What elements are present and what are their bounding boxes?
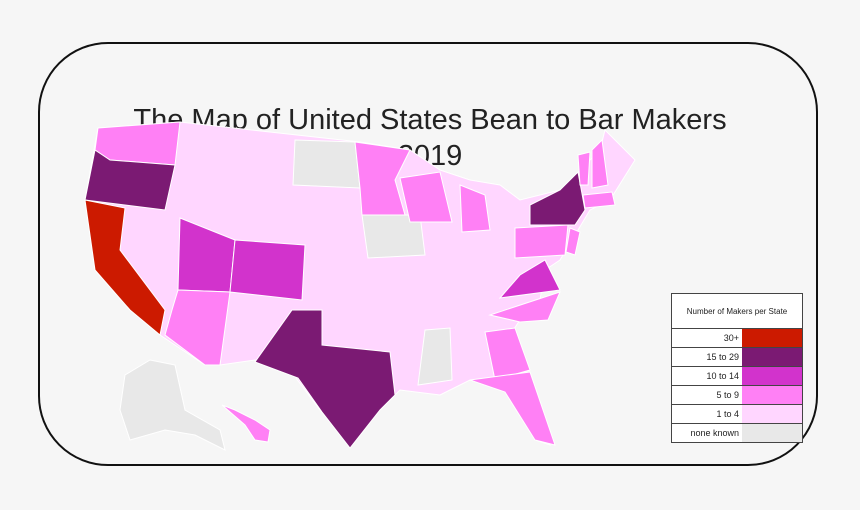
legend-swatch <box>742 348 802 366</box>
legend-label: 5 to 9 <box>716 390 739 400</box>
state-mn <box>354 141 411 216</box>
legend-item: none known <box>672 424 802 442</box>
legend-swatch <box>742 386 802 404</box>
legend-label: 1 to 4 <box>716 409 739 419</box>
state-ga <box>484 327 531 381</box>
state-nj <box>565 227 581 256</box>
state-tx <box>254 309 396 449</box>
legend-swatch <box>742 405 802 423</box>
state-ms <box>417 327 453 386</box>
state-or <box>84 149 176 211</box>
legend-item: 10 to 14 <box>672 367 802 386</box>
state-vt <box>577 151 591 186</box>
state-nd <box>292 139 361 189</box>
state-ma <box>582 191 616 209</box>
legend-swatch <box>742 329 802 347</box>
legend-label: 15 to 29 <box>706 352 739 362</box>
legend-item: 1 to 4 <box>672 405 802 424</box>
state-az <box>164 289 231 366</box>
legend-label: 10 to 14 <box>706 371 739 381</box>
legend-label: 30+ <box>723 333 739 343</box>
state-co <box>229 239 306 301</box>
legend-label: none known <box>690 428 739 438</box>
legend-title: Number of Makers per State <box>672 294 802 329</box>
state-pa <box>514 224 569 259</box>
state-ca <box>84 199 166 336</box>
legend-item: 30+ <box>672 329 802 348</box>
legend: Number of Makers per State 30+ 15 to 29 10… <box>671 293 803 443</box>
state-hi <box>221 404 271 443</box>
state-fl <box>469 371 556 446</box>
legend-item: 15 to 29 <box>672 348 802 367</box>
legend-item: 5 to 9 <box>672 386 802 405</box>
legend-swatch <box>742 424 802 442</box>
state-ny <box>529 170 586 226</box>
legend-swatch <box>742 367 802 385</box>
state-nh <box>591 138 609 189</box>
state-va <box>498 259 561 299</box>
state-nc <box>488 291 561 323</box>
state-wi <box>399 171 453 223</box>
state-mi <box>459 184 491 233</box>
state-ak <box>119 359 226 451</box>
